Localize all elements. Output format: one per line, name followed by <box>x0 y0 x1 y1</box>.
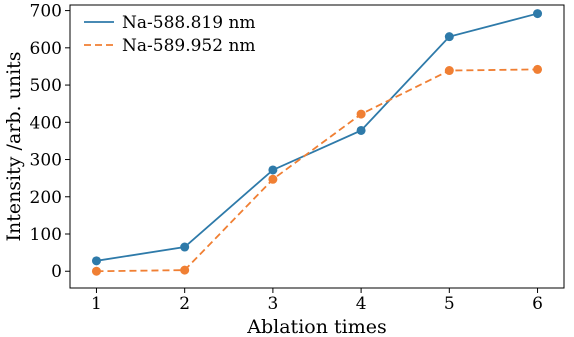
axes: 1 2 3 4 5 6 0 100 200 300 400 500 600 700 <box>30 2 565 314</box>
series-line <box>96 12 538 262</box>
y-tick-label: 700 <box>30 2 62 22</box>
y-tick-label: 0 <box>51 262 62 282</box>
plot-frame <box>69 4 565 289</box>
series-2 <box>91 64 543 276</box>
y-axis-label: Intensity /arb. units <box>3 51 25 241</box>
data-point <box>356 125 366 135</box>
data-point <box>268 165 278 175</box>
x-tick-label: 3 <box>267 294 278 314</box>
y-tick-label: 200 <box>30 188 62 208</box>
y-tick-label: 600 <box>30 39 62 59</box>
x-tick-label: 6 <box>532 294 543 314</box>
x-tick-label: 4 <box>356 294 367 314</box>
x-tick-label: 2 <box>179 294 190 314</box>
y-tick-label: 500 <box>30 76 62 96</box>
data-point <box>91 266 101 276</box>
legend: Na-588.819 nm Na-589.952 nm <box>84 13 256 56</box>
data-point <box>533 64 543 74</box>
data-point <box>356 109 366 119</box>
series-line <box>96 68 538 273</box>
y-tick-label: 300 <box>30 151 62 171</box>
x-tick-label: 5 <box>444 294 455 314</box>
series-1 <box>91 9 543 266</box>
legend-entry-label: Na-589.952 nm <box>122 36 256 56</box>
data-point <box>91 256 101 266</box>
y-tick-label: 400 <box>30 113 62 133</box>
data-point <box>444 66 454 76</box>
data-point <box>444 32 454 42</box>
data-point <box>180 265 190 275</box>
data-point <box>533 9 543 19</box>
x-axis-label: Ablation times <box>246 316 386 337</box>
data-point <box>180 242 190 252</box>
legend-entry-label: Na-588.819 nm <box>122 13 256 33</box>
data-point <box>268 174 278 184</box>
x-tick-label: 1 <box>91 294 102 314</box>
plot-area <box>91 9 543 276</box>
y-tick-label: 100 <box>30 225 62 245</box>
